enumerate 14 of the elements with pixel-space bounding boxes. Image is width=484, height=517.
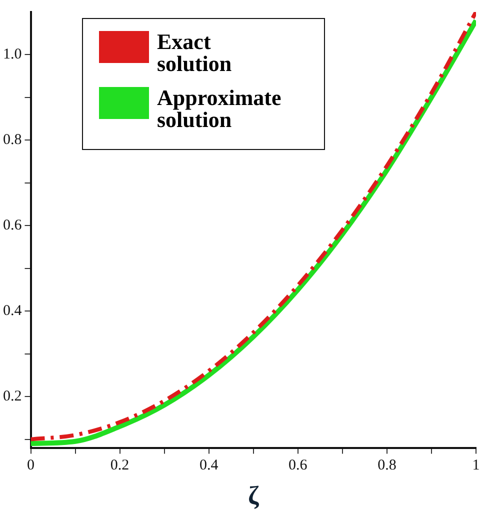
x-tick-label: 1 — [472, 458, 480, 474]
x-tick-label: 0.2 — [110, 458, 130, 474]
x-tick-label: 0.4 — [199, 458, 219, 474]
y-tick-label: 0.6 — [3, 218, 22, 234]
legend-label: Approximate solution — [157, 85, 282, 132]
y-tick-label: 0.2 — [3, 388, 22, 404]
y-tick-label: 0.8 — [3, 132, 22, 148]
x-tick-label: 0.6 — [288, 458, 308, 474]
x-tick-label: 0.8 — [378, 458, 396, 474]
x-tick-label: 0 — [27, 458, 34, 474]
y-tick-label: 0.4 — [3, 303, 22, 320]
y-tick-label: 1.0 — [3, 46, 22, 63]
x-axis-title: ζ — [248, 481, 259, 510]
legend-label: Exact solution — [157, 29, 233, 76]
